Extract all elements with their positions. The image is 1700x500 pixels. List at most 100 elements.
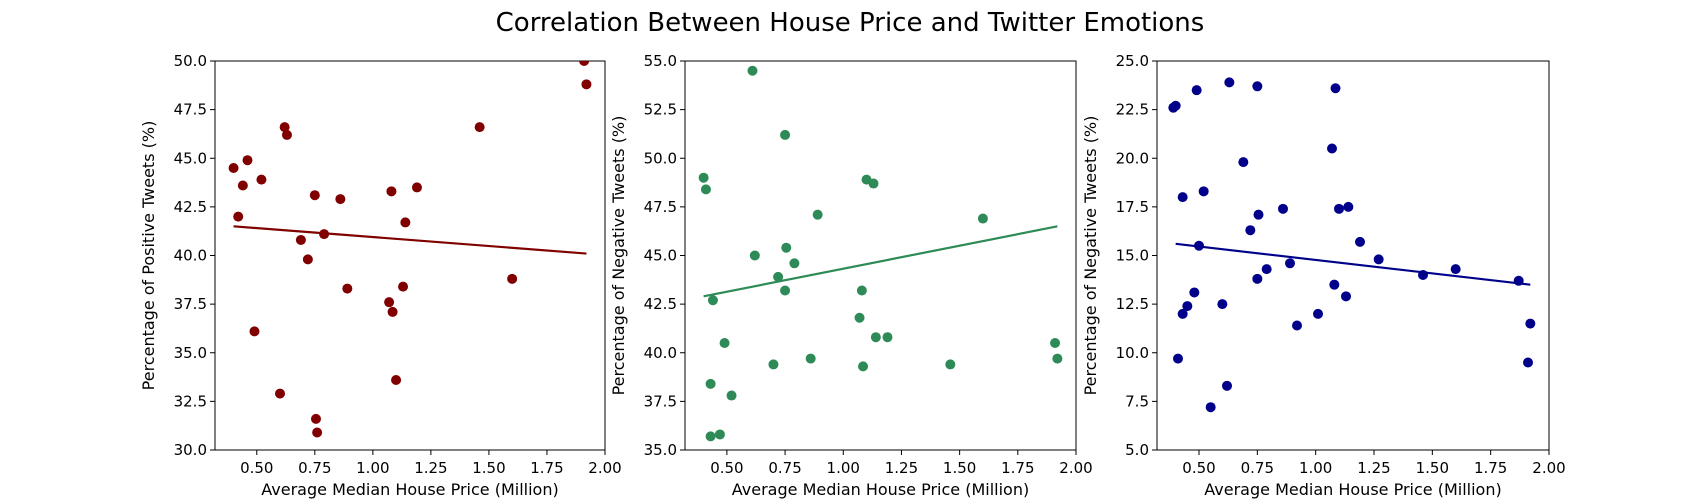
data-point xyxy=(249,326,260,337)
data-point xyxy=(749,250,760,261)
data-point xyxy=(1177,308,1188,319)
data-point xyxy=(1050,338,1061,349)
y-tick-label: 25.0 xyxy=(1116,52,1149,70)
y-tick-label: 50.0 xyxy=(174,52,207,70)
x-tick-label: 2.00 xyxy=(588,459,621,477)
data-point xyxy=(310,413,321,424)
data-point xyxy=(281,129,292,140)
trend-line xyxy=(233,225,587,255)
data-point xyxy=(1194,240,1204,251)
y-tick-label: 35.0 xyxy=(644,441,677,459)
data-point xyxy=(1450,264,1461,275)
data-point xyxy=(507,273,518,284)
x-tick-label: 2.00 xyxy=(1532,459,1565,477)
y-tick-label: 12.5 xyxy=(1116,295,1149,313)
trend-line xyxy=(1175,242,1531,286)
data-layer xyxy=(1168,77,1536,413)
x-tick-label: 0.50 xyxy=(240,459,273,477)
data-point xyxy=(384,297,395,308)
data-point xyxy=(319,229,330,240)
y-tick-label: 42.5 xyxy=(644,295,677,313)
plot-area-frame xyxy=(1156,60,1550,451)
data-point xyxy=(780,129,791,140)
data-point xyxy=(400,217,411,228)
y-tick-label: 5.0 xyxy=(1125,441,1149,459)
x-axis-label: Average Median House Price (Million) xyxy=(261,480,558,499)
data-point xyxy=(256,174,267,185)
data-point xyxy=(1525,318,1536,329)
x-tick-label: 0.50 xyxy=(1182,459,1215,477)
y-tick-label: 15.0 xyxy=(1116,247,1149,265)
data-layer xyxy=(228,61,592,438)
y-tick-label: 37.5 xyxy=(644,392,677,410)
data-point xyxy=(789,258,800,269)
data-point xyxy=(977,213,988,224)
x-tick-label: 1.50 xyxy=(943,459,976,477)
y-tick-label: 55.0 xyxy=(644,52,677,70)
data-point xyxy=(237,180,248,191)
data-point xyxy=(242,155,253,166)
data-point xyxy=(707,295,718,306)
data-point xyxy=(1177,192,1188,203)
data-point xyxy=(719,338,730,349)
data-point xyxy=(1334,203,1344,214)
data-point xyxy=(882,332,893,343)
y-tick-label: 35.0 xyxy=(174,344,207,362)
data-point xyxy=(295,234,306,245)
y-tick-label: 42.5 xyxy=(174,198,207,216)
data-point xyxy=(1285,258,1295,269)
figure-title: Correlation Between House Price and Twit… xyxy=(496,8,1205,38)
data-point xyxy=(1182,301,1193,312)
data-point xyxy=(1343,201,1354,212)
y-tick-label: 37.5 xyxy=(174,295,207,313)
data-point xyxy=(858,361,869,372)
plot-area-frame xyxy=(214,60,606,451)
data-point xyxy=(309,190,320,201)
data-point xyxy=(1418,269,1428,280)
x-tick-label: 0.75 xyxy=(298,459,331,477)
data-point xyxy=(1198,186,1209,197)
data-point xyxy=(1205,402,1216,413)
y-tick-label: 45.0 xyxy=(644,247,677,265)
data-point xyxy=(1355,236,1365,247)
data-point xyxy=(1224,77,1235,88)
data-point xyxy=(1523,357,1533,368)
data-point xyxy=(581,79,592,90)
x-tick-label: 1.25 xyxy=(1357,459,1390,477)
x-tick-label: 1.50 xyxy=(472,459,505,477)
x-tick-label: 0.75 xyxy=(768,459,801,477)
data-point xyxy=(1189,287,1200,298)
data-point xyxy=(868,178,879,189)
x-tick-label: 0.75 xyxy=(1241,459,1274,477)
y-axis-label: Percentage of Negative Tweets (%) xyxy=(609,116,628,396)
data-point xyxy=(1261,264,1272,275)
subplot-3: 0.50 0.75 1.00 1.25 1.50 1.75 2.00 5.0 7.5 10.0 12… xyxy=(1081,52,1566,499)
subplot-2: 0.50 0.75 1.00 1.25 1.50 1.75 2.00 35.0 37.5 40.0… xyxy=(609,52,1093,499)
data-point xyxy=(1278,203,1288,214)
data-point xyxy=(1327,143,1337,154)
data-point xyxy=(1217,299,1228,310)
x-axis-label: Average Median House Price (Million) xyxy=(1204,480,1501,499)
data-point xyxy=(945,359,956,370)
x-tick-label: 1.50 xyxy=(1416,459,1449,477)
data-point xyxy=(747,65,758,76)
data-point xyxy=(812,209,823,220)
y-tick-label: 10.0 xyxy=(1116,344,1149,362)
y-tick-label: 22.5 xyxy=(1116,101,1149,119)
data-point xyxy=(781,242,792,253)
x-tick-label: 1.00 xyxy=(1299,459,1332,477)
y-tick-label: 47.5 xyxy=(644,198,677,216)
data-point xyxy=(398,281,409,292)
data-point xyxy=(854,312,865,323)
x-tick-label: 1.75 xyxy=(1474,459,1507,477)
data-point xyxy=(805,353,816,364)
x-tick-label: 2.00 xyxy=(1059,459,1092,477)
data-point xyxy=(1173,353,1183,364)
data-point xyxy=(228,162,239,173)
data-point xyxy=(705,378,716,389)
y-tick-label: 40.0 xyxy=(174,247,207,265)
subplots: 0.50 0.75 1.00 1.25 1.50 1.75 2.00 30.0 32.5 35.0… xyxy=(139,52,1566,499)
data-point xyxy=(714,429,725,440)
y-tick-label: 30.0 xyxy=(174,441,207,459)
